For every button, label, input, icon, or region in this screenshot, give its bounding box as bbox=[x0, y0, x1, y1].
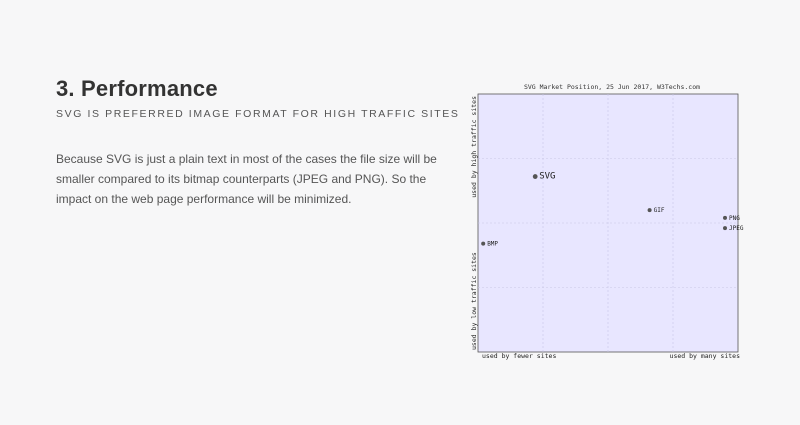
x-axis-label-right: used by many sites bbox=[670, 352, 741, 360]
market-position-chart: SVG Market Position, 25 Jun 2017, W3Tech… bbox=[460, 78, 750, 363]
y-axis-label-bottom: used by low traffic sites bbox=[470, 252, 478, 350]
section-title: 3. Performance bbox=[56, 76, 218, 101]
x-axis-label-left: used by fewer sites bbox=[482, 352, 556, 360]
data-label-jpeg: JPEG bbox=[729, 225, 744, 232]
data-label-bmp: BMP bbox=[487, 241, 498, 248]
data-point-png bbox=[723, 215, 727, 220]
grid-lines bbox=[478, 94, 738, 352]
chart-title: SVG Market Position, 25 Jun 2017, W3Tech… bbox=[524, 83, 700, 91]
data-point-jpeg bbox=[723, 226, 727, 231]
data-point-gif bbox=[647, 208, 652, 213]
y-axis-label-top: used by high traffic sites bbox=[470, 96, 478, 198]
data-label-svg: SVG bbox=[539, 172, 555, 182]
data-points: SVG GIF PNG JPEG BMP bbox=[481, 172, 744, 248]
data-label-gif: GIF bbox=[654, 207, 665, 214]
section-subtitle: SVG IS PREFERRED IMAGE FORMAT FOR HIGH T… bbox=[56, 108, 460, 120]
data-point-bmp bbox=[481, 241, 486, 246]
chart-svg: SVG Market Position, 25 Jun 2017, W3Tech… bbox=[470, 83, 744, 360]
data-label-png: PNG bbox=[729, 215, 740, 222]
section-body: Because SVG is just a plain text in most… bbox=[56, 152, 437, 206]
data-point-svg bbox=[532, 174, 538, 179]
